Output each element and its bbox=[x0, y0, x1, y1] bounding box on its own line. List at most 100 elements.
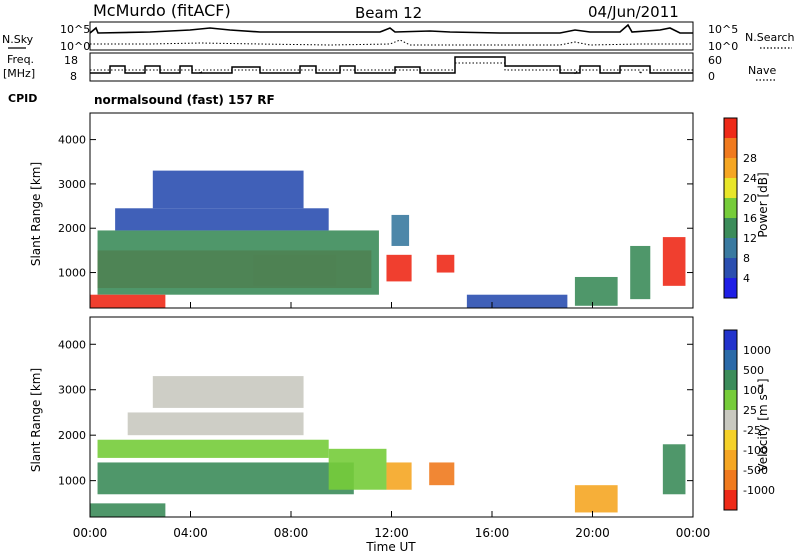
power-region-11 bbox=[662, 237, 686, 286]
power-region-6 bbox=[386, 254, 412, 282]
velocity-region-0 bbox=[97, 462, 354, 495]
velocity-y-axis: 1000 2000 3000 4000 bbox=[58, 338, 693, 488]
velocity-panel: 1000 2000 3000 4000 00:00 04:00 08:00 12:00 16:… bbox=[29, 302, 775, 554]
power-colorbar-tick-5: 24 bbox=[743, 172, 757, 185]
power-region-10 bbox=[630, 245, 651, 300]
velocity-ytick-label-0: 1000 bbox=[58, 475, 86, 488]
power-colorbar-block-1 bbox=[724, 258, 737, 278]
xtick-label-6: 00:00 bbox=[676, 526, 711, 540]
nsky-tick-top: 10^5 bbox=[60, 23, 90, 36]
power-colorbar-tick-0: 4 bbox=[743, 272, 750, 285]
velocity-colorbar-tick-1: 500 bbox=[743, 364, 764, 377]
velocity-y-axis-label: Slant Range [km] bbox=[29, 368, 43, 472]
velocity-colorbar-block-3 bbox=[724, 390, 737, 410]
velocity-region-1 bbox=[97, 439, 329, 458]
xtick-label-0: 00:00 bbox=[73, 526, 108, 540]
xtick-label-5: 20:00 bbox=[575, 526, 610, 540]
power-colorbar-tick-2: 12 bbox=[743, 232, 757, 245]
power-region-8 bbox=[391, 214, 410, 246]
xtick-label-1: 04:00 bbox=[173, 526, 208, 540]
freq-unit: [MHz] bbox=[3, 67, 35, 80]
velocity-data-regions bbox=[90, 376, 686, 517]
cpid-value: normalsound (fast) 157 RF bbox=[94, 93, 275, 107]
power-colorbar-block-8 bbox=[724, 118, 737, 138]
velocity-colorbar-label: Velocity [m s⁻¹] bbox=[756, 378, 770, 471]
nave-tick-top: 60 bbox=[708, 54, 722, 67]
power-colorbar-tick-4: 20 bbox=[743, 192, 757, 205]
power-region-5 bbox=[90, 294, 166, 308]
nsky-tick-bottom: 10^0 bbox=[60, 40, 90, 53]
velocity-region-4 bbox=[429, 462, 455, 486]
velocity-colorbar-tick-3: 25 bbox=[743, 404, 757, 417]
time-axis: 00:00 04:00 08:00 12:00 16:00 20:00 00:00 bbox=[73, 302, 711, 540]
velocity-colorbar-tick-6: -500 bbox=[743, 464, 768, 477]
power-colorbar-block-0 bbox=[724, 278, 737, 298]
velocity-colorbar-frame bbox=[723, 329, 738, 511]
nsearch-tick-bottom: 10^0 bbox=[708, 40, 738, 53]
power-colorbar-block-3 bbox=[724, 218, 737, 238]
freq-line bbox=[90, 56, 693, 74]
power-colorbar-tick-3: 16 bbox=[743, 212, 757, 225]
velocity-colorbar-tick-0: 1000 bbox=[743, 344, 771, 357]
power-region-12 bbox=[466, 294, 568, 308]
velocity-colorbar-block-6 bbox=[724, 450, 737, 470]
power-ytick-label-2: 3000 bbox=[58, 178, 86, 191]
velocity-ytick-label-1: 2000 bbox=[58, 429, 86, 442]
velocity-colorbar-tick-5: -100 bbox=[743, 444, 768, 457]
velocity-colorbar-block-1 bbox=[724, 350, 737, 370]
velocity-region-5 bbox=[127, 412, 304, 436]
velocity-colorbar-tick-2: 100 bbox=[743, 384, 764, 397]
velocity-colorbar-block-4 bbox=[724, 410, 737, 430]
power-colorbar-frame bbox=[723, 117, 738, 299]
velocity-ytick-label-3: 4000 bbox=[58, 338, 86, 351]
velocity-colorbar-block-8 bbox=[724, 490, 737, 510]
nsky-line bbox=[89, 23, 693, 34]
xtick-label-4: 16:00 bbox=[475, 526, 510, 540]
power-ytick-label-3: 4000 bbox=[58, 134, 86, 147]
freq-tick-bottom: 8 bbox=[70, 70, 77, 83]
xtick-label-3: 12:00 bbox=[374, 526, 409, 540]
velocity-region-6 bbox=[152, 376, 304, 408]
nsky-label: N.Sky bbox=[2, 33, 34, 46]
velocity-region-2 bbox=[328, 448, 387, 490]
power-y-axis-label: Slant Range [km] bbox=[29, 162, 43, 266]
power-region-3 bbox=[115, 208, 329, 231]
velocity-region-3 bbox=[386, 462, 412, 490]
velocity-colorbar-block-0 bbox=[724, 330, 737, 350]
power-colorbar-block-2 bbox=[724, 238, 737, 258]
power-region-9 bbox=[574, 276, 618, 306]
velocity-colorbar-block-5 bbox=[724, 430, 737, 450]
date-title: 04/Jun/2011 bbox=[588, 3, 679, 21]
power-region-7 bbox=[436, 254, 455, 273]
power-ytick-label-1: 2000 bbox=[58, 222, 86, 235]
power-panel: 1000 2000 3000 4000 Slant Range [km] 4 8 12 16… bbox=[29, 112, 770, 309]
power-colorbar-block-7 bbox=[724, 138, 737, 158]
freq-label: Freq. bbox=[7, 53, 34, 66]
power-colorbar-block-5 bbox=[724, 178, 737, 198]
time-axis-label: Time UT bbox=[365, 540, 416, 554]
nsearch-tick-top: 10^5 bbox=[708, 23, 738, 36]
nsearch-line bbox=[90, 39, 693, 46]
power-y-axis: 1000 2000 3000 4000 bbox=[58, 134, 693, 280]
nave-tick-bottom: 0 bbox=[708, 70, 715, 83]
velocity-region-8 bbox=[574, 485, 618, 513]
velocity-colorbar-block-7 bbox=[724, 470, 737, 490]
velocity-colorbar-tick-4: -25 bbox=[743, 424, 761, 437]
velocity-region-7 bbox=[90, 503, 166, 517]
power-colorbar-block-4 bbox=[724, 198, 737, 218]
power-ytick-label-0: 1000 bbox=[58, 267, 86, 280]
power-region-4 bbox=[152, 170, 304, 209]
beam-title: Beam 12 bbox=[355, 4, 422, 22]
velocity-colorbar-block-2 bbox=[724, 370, 737, 390]
nave-label: Nave bbox=[748, 64, 776, 77]
power-colorbar-label: Power [dB] bbox=[756, 172, 770, 237]
nsky-strip: N.Sky 10^5 10^0 10^5 10^0 N.Search bbox=[2, 21, 795, 53]
freq-strip: Freq. [MHz] 18 8 60 0 Nave bbox=[3, 52, 776, 83]
power-colorbar-tick-1: 8 bbox=[743, 252, 750, 265]
xtick-label-2: 08:00 bbox=[274, 526, 309, 540]
velocity-ytick-label-2: 3000 bbox=[58, 384, 86, 397]
freq-tick-top: 18 bbox=[64, 54, 78, 67]
power-colorbar-tick-6: 28 bbox=[743, 152, 757, 165]
station-title: McMurdo (fitACF) bbox=[93, 1, 231, 20]
